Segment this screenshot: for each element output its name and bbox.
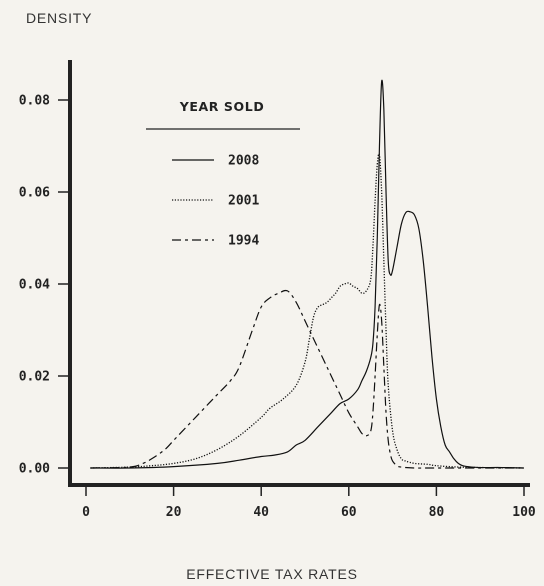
axes: 0.00 0.02 0.04 0.06 0.08 0 20 40 60 80 100	[19, 60, 536, 520]
legend-label-1994: 1994	[228, 234, 259, 249]
legend: YEAR SOLD 2008 2001 1994	[146, 99, 300, 249]
x-tick-label: 60	[341, 505, 357, 520]
legend-label-2001: 2001	[228, 194, 259, 209]
y-tick-label: 0.08	[19, 94, 50, 109]
y-tick-label: 0.04	[19, 278, 50, 293]
x-tick-label: 0	[82, 505, 90, 520]
y-tick-label: 0.02	[19, 370, 50, 385]
x-axis-title: EFFECTIVE TAX RATES	[186, 566, 358, 582]
series-lines	[90, 79, 525, 469]
x-tick-label: 40	[253, 505, 269, 520]
series-line-2001	[90, 152, 525, 469]
x-tick-label: 100	[512, 505, 536, 520]
y-tick-label: 0.06	[19, 186, 50, 201]
y-tick-label: 0.00	[19, 462, 50, 477]
y-axis-title: DENSITY	[26, 10, 93, 26]
x-tick-label: 20	[166, 505, 182, 520]
series-line-1994	[90, 289, 524, 469]
legend-label-2008: 2008	[228, 154, 259, 169]
x-tick-label: 80	[429, 505, 445, 520]
legend-title: YEAR SOLD	[179, 99, 265, 114]
series-line-2008	[90, 79, 525, 469]
